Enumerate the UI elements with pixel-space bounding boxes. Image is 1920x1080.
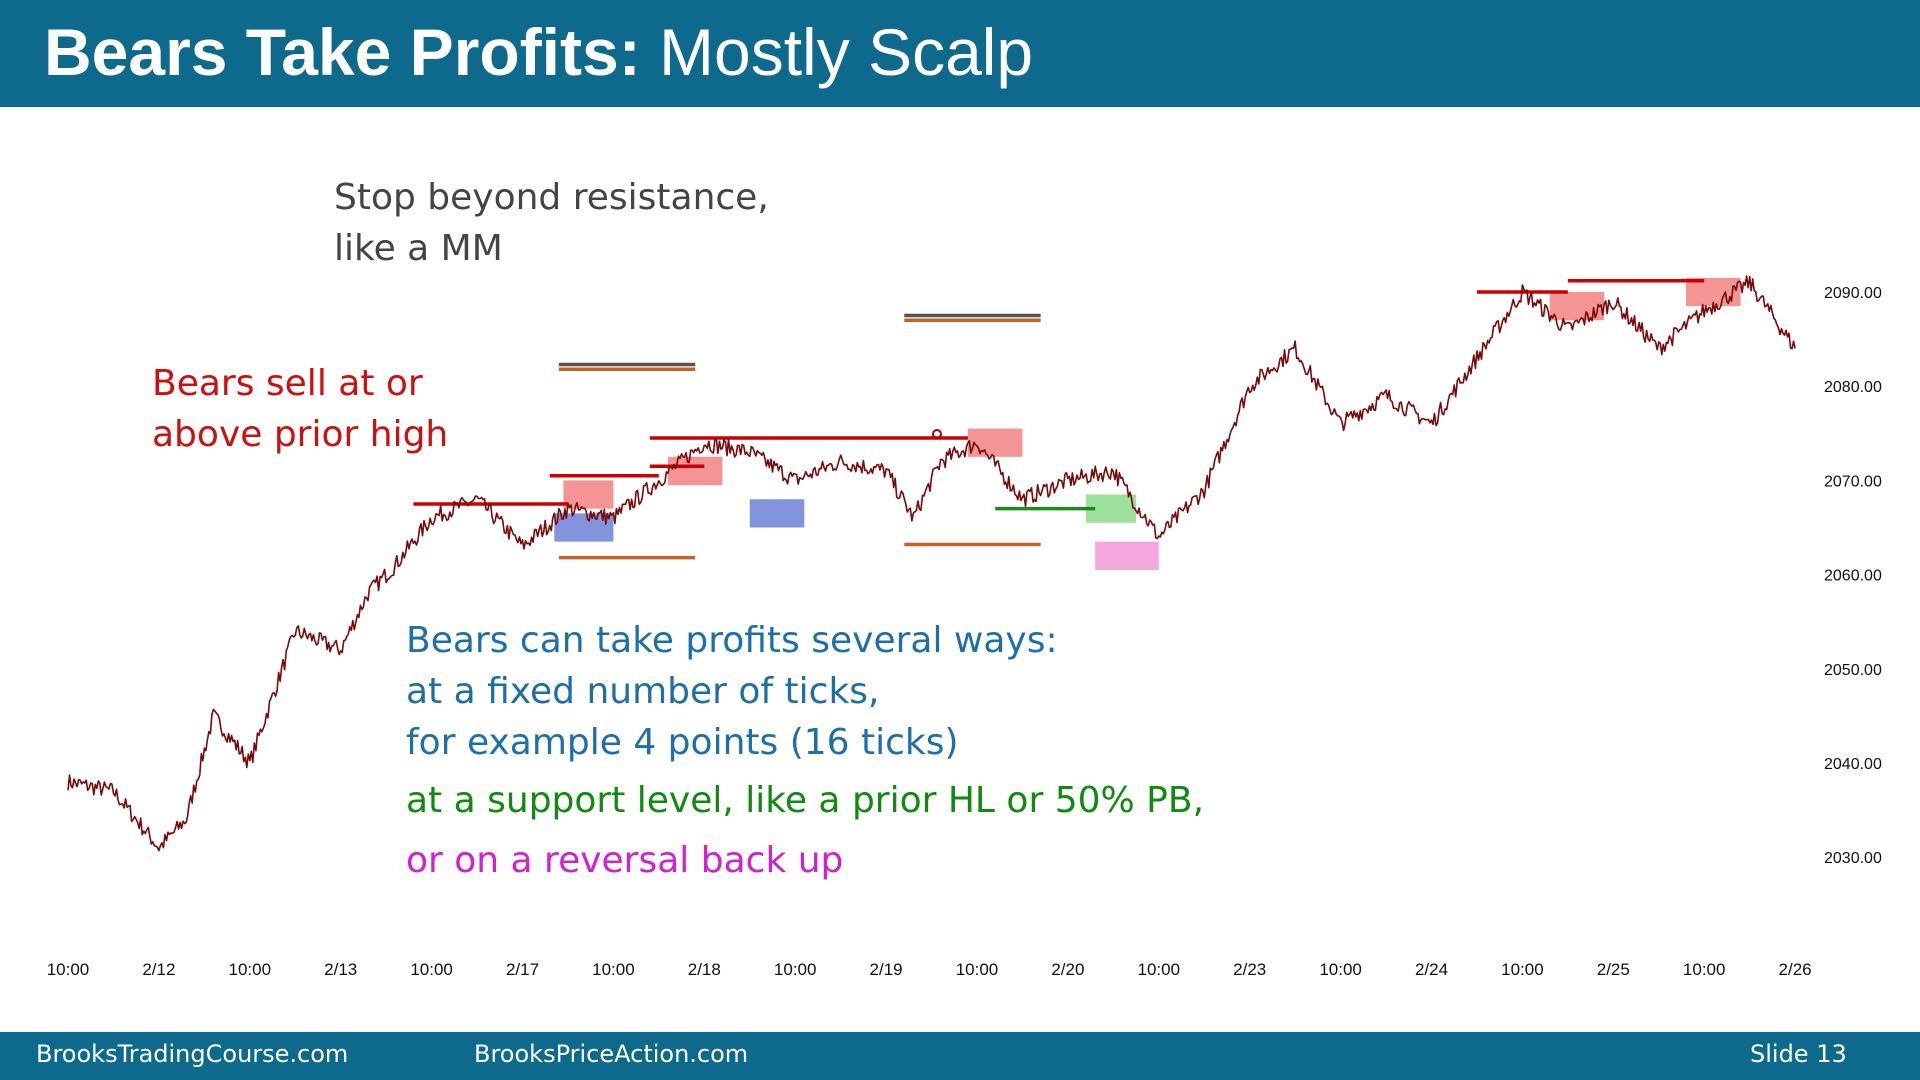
y-tick-label: 2090.00	[1824, 285, 1882, 302]
take-profits-line-3: for example 4 points (16 ticks)	[406, 722, 959, 763]
footer-bar: BrooksTradingCourse.com BrooksPriceActio…	[0, 1032, 1920, 1080]
x-tick-label: 2/13	[324, 960, 357, 979]
x-tick-label: 2/23	[1233, 960, 1266, 979]
x-tick-label: 2/26	[1779, 960, 1812, 979]
y-tick-label: 2050.00	[1824, 662, 1882, 679]
x-tick-label: 10:00	[592, 960, 635, 979]
slide-number: Slide 13	[1750, 1040, 1847, 1068]
title-regular: Mostly Scalp	[640, 15, 1034, 89]
reversal-annotation: or on a reversal back up	[406, 835, 843, 886]
x-tick-label: 2/17	[506, 960, 539, 979]
y-tick-label: 2030.00	[1824, 850, 1882, 867]
red-zone-2	[667, 456, 723, 486]
price-series-line	[67, 275, 1796, 852]
x-tick-label: 2/25	[1597, 960, 1630, 979]
price-chart: 2090.00 2080.00 2070.00 2060.00 2050.00 2040.…	[47, 275, 1882, 979]
slide-title: Bears Take Profits: Mostly Scalp	[44, 14, 1033, 90]
reversal-line: or on a reversal back up	[406, 840, 844, 881]
stop-line-1: Stop beyond resistance,	[334, 177, 769, 218]
x-tick-label: 10:00	[1319, 960, 1362, 979]
x-tick-label: 10:00	[1683, 960, 1726, 979]
x-tick-label: 2/19	[870, 960, 903, 979]
blue-zone-3	[749, 499, 805, 528]
x-tick-label: 10:00	[47, 960, 90, 979]
title-bold: Bears Take Profits:	[44, 15, 641, 89]
support-line: at a support level, like a prior HL or 5…	[406, 780, 1205, 821]
x-tick-label: 2/12	[142, 960, 175, 979]
y-tick-label: 2080.00	[1824, 379, 1882, 396]
pink-zone-6	[1095, 541, 1159, 570]
x-tick-label: 10:00	[229, 960, 272, 979]
y-tick-label: 2060.00	[1824, 568, 1882, 585]
x-tick-label: 2/18	[688, 960, 721, 979]
x-tick-label: 2/20	[1051, 960, 1084, 979]
x-tick-label: 10:00	[410, 960, 453, 979]
red-zone-4	[967, 428, 1023, 457]
take-profits-line-1: Bears can take profits several ways:	[406, 620, 1058, 661]
footer-site-1[interactable]: BrooksTradingCourse.com	[36, 1040, 349, 1068]
footer-site-2[interactable]: BrooksPriceAction.com	[474, 1040, 749, 1068]
x-tick-label: 2/24	[1415, 960, 1448, 979]
x-axis: 10:00 2/12 10:00 2/13 10:00 2/17 10:00 2/18 10:0…	[47, 960, 1812, 979]
title-bar: Bears Take Profits: Mostly Scalp	[0, 0, 1920, 107]
x-tick-label: 10:00	[956, 960, 999, 979]
support-annotation: at a support level, like a prior HL or 5…	[406, 775, 1204, 826]
x-tick-label: 10:00	[774, 960, 817, 979]
stop-line-2: like a MM	[334, 228, 503, 269]
level-lines	[413, 278, 1705, 560]
take-profits-line-2: at a fixed number of ticks,	[406, 671, 880, 712]
take-profits-annotation: Bears can take profits several ways: at …	[406, 615, 1058, 768]
bears-sell-line-2: above prior high	[152, 414, 449, 455]
bears-sell-line-1: Bears sell at or	[152, 363, 423, 404]
bears-sell-annotation: Bears sell at or above prior high	[152, 358, 448, 460]
y-tick-label: 2040.00	[1824, 756, 1882, 773]
y-axis: 2090.00 2080.00 2070.00 2060.00 2050.00 2040.…	[1824, 285, 1882, 867]
red-zone-0	[563, 480, 614, 509]
entry-marker	[932, 429, 942, 439]
stop-annotation: Stop beyond resistance, like a MM	[334, 172, 769, 274]
x-tick-label: 10:00	[1501, 960, 1544, 979]
y-tick-label: 2070.00	[1824, 473, 1882, 490]
x-tick-label: 10:00	[1138, 960, 1181, 979]
